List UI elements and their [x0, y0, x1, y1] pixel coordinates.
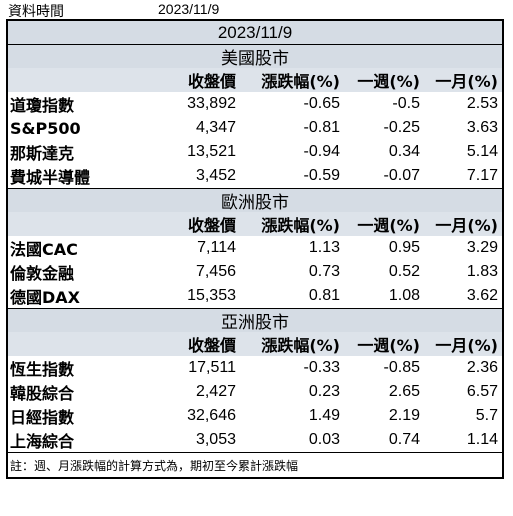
week-value: -0.85	[383, 359, 420, 376]
table-row: S&P500 4,347 -0.81 -0.25 3.63	[8, 116, 502, 140]
close-value: 3,053	[195, 431, 236, 448]
table-date-header: 2023/11/9	[8, 21, 502, 44]
week-value: 2.19	[388, 407, 420, 424]
month-value: 5.7	[475, 407, 498, 424]
column-header-close: 收盤價	[187, 336, 236, 355]
market-table: 2023/11/9 美國股市 收盤價 漲跌幅(%) 一週(%) 一月(%) 道瓊…	[6, 19, 504, 479]
close-value: 3,452	[195, 167, 236, 184]
column-header-close: 收盤價	[187, 72, 236, 91]
index-name: S&P500	[10, 118, 81, 138]
table-row: 倫敦金融 7,456 0.73 0.52 1.83	[8, 260, 502, 284]
close-value: 2,427	[195, 383, 236, 400]
week-value: 1.08	[388, 287, 420, 304]
week-value: 0.34	[388, 143, 420, 160]
table-row: 日經指數 32,646 1.49 2.19 5.7	[8, 404, 502, 428]
close-value: 13,521	[187, 143, 236, 160]
close-value: 17,511	[188, 359, 236, 376]
month-value: 3.63	[466, 119, 498, 136]
week-value: 0.95	[388, 239, 420, 256]
table-row: 韓股綜合 2,427 0.23 2.65 6.57	[8, 380, 502, 404]
table-row: 恆生指數 17,511 -0.33 -0.85 2.36	[8, 356, 502, 380]
month-value: 1.83	[466, 263, 498, 280]
change-value: -0.94	[303, 143, 340, 160]
table-footnote: 註：週、月漲跌幅的計算方式為，期初至今累計漲跌幅	[8, 452, 502, 477]
week-value: 0.52	[388, 263, 420, 280]
column-header-month: 一月(%)	[435, 336, 498, 355]
change-value: 0.23	[308, 383, 340, 400]
week-value: 2.65	[388, 383, 420, 400]
index-name: 費城半導體	[10, 168, 91, 187]
column-header-change: 漲跌幅(%)	[261, 72, 340, 91]
week-value: -0.5	[392, 95, 420, 112]
data-time-value: 2023/11/9	[158, 1, 220, 17]
section-header-us: 美國股市	[8, 44, 502, 69]
month-value: 2.36	[466, 359, 498, 376]
index-name: 倫敦金融	[10, 264, 75, 283]
table-row: 費城半導體 3,452 -0.59 -0.07 7.17	[8, 164, 502, 188]
close-value: 7,114	[197, 239, 236, 256]
column-header-month: 一月(%)	[435, 72, 498, 91]
column-header-week: 一週(%)	[357, 336, 420, 355]
column-header-close: 收盤價	[187, 216, 236, 235]
month-value: 2.53	[466, 95, 498, 112]
table-row: 德國DAX 15,353 0.81 1.08 3.62	[8, 284, 502, 308]
section-header-europe: 歐洲股市	[8, 188, 502, 213]
change-value: -0.59	[303, 167, 340, 184]
month-value: 5.14	[466, 143, 498, 160]
close-value: 7,456	[195, 263, 236, 280]
table-row: 法國CAC 7,114 1.13 0.95 3.29	[8, 236, 502, 260]
index-name: 那斯達克	[10, 144, 75, 163]
change-value: -0.65	[303, 95, 340, 112]
week-value: -0.07	[383, 167, 420, 184]
table-row: 上海綜合 3,053 0.03 0.74 1.14	[8, 428, 502, 452]
column-header-change: 漲跌幅(%)	[261, 216, 340, 235]
change-value: 0.73	[308, 263, 340, 280]
close-value: 32,646	[187, 407, 236, 424]
change-value: 1.49	[308, 407, 340, 424]
column-header-change: 漲跌幅(%)	[261, 336, 340, 355]
change-value: -0.33	[303, 359, 340, 376]
column-header-row: 收盤價 漲跌幅(%) 一週(%) 一月(%)	[8, 212, 502, 236]
week-value: -0.25	[383, 119, 420, 136]
month-value: 6.57	[466, 383, 498, 400]
month-value: 3.29	[466, 239, 498, 256]
column-header-row: 收盤價 漲跌幅(%) 一週(%) 一月(%)	[8, 332, 502, 356]
table-row: 那斯達克 13,521 -0.94 0.34 5.14	[8, 140, 502, 164]
month-value: 1.14	[466, 431, 498, 448]
index-name: 日經指數	[10, 408, 75, 427]
index-name: 韓股綜合	[10, 384, 75, 403]
section-header-asia: 亞洲股市	[8, 308, 502, 333]
change-value: 0.03	[308, 431, 340, 448]
index-name: 上海綜合	[10, 432, 75, 451]
data-time-label: 資料時間	[8, 4, 64, 20]
close-value: 15,353	[187, 287, 236, 304]
column-header-week: 一週(%)	[357, 72, 420, 91]
month-value: 3.62	[466, 287, 498, 304]
index-name: 恆生指數	[10, 360, 75, 379]
column-header-week: 一週(%)	[357, 216, 420, 235]
data-time-line: 資料時間 2023/11/9	[0, 0, 513, 20]
close-value: 33,892	[187, 95, 236, 112]
column-header-month: 一月(%)	[435, 216, 498, 235]
week-value: 0.74	[388, 431, 420, 448]
month-value: 7.17	[466, 167, 498, 184]
change-value: -0.81	[303, 119, 340, 136]
index-name: 德國DAX	[10, 288, 81, 307]
index-name: 道瓊指數	[10, 96, 75, 115]
change-value: 0.81	[308, 287, 340, 304]
index-name: 法國CAC	[10, 240, 78, 259]
column-header-row: 收盤價 漲跌幅(%) 一週(%) 一月(%)	[8, 68, 502, 92]
change-value: 1.13	[308, 239, 340, 256]
close-value: 4,347	[195, 119, 236, 136]
table-row: 道瓊指數 33,892 -0.65 -0.5 2.53	[8, 92, 502, 116]
